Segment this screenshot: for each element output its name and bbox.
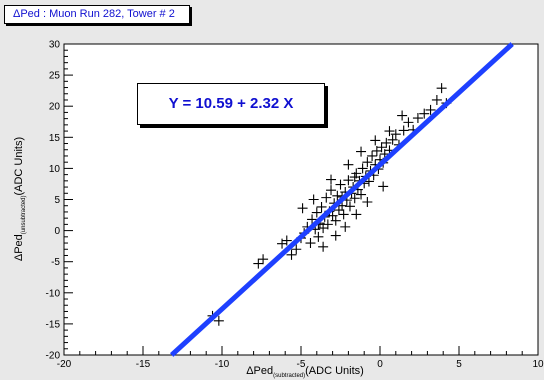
data-point xyxy=(378,181,389,192)
x-tick-label: -10 xyxy=(215,359,230,370)
data-point xyxy=(412,113,423,124)
data-point xyxy=(313,231,324,242)
y-tick-label: 15 xyxy=(49,133,61,144)
data-point xyxy=(332,190,343,201)
data-point xyxy=(397,110,408,121)
data-point xyxy=(281,235,292,246)
data-point xyxy=(356,189,367,200)
data-point xyxy=(335,179,346,190)
data-point xyxy=(398,125,409,136)
y-axis-label: ΔPed(unsubtracted)(ADC Units) xyxy=(13,137,27,261)
x-tick-label: 0 xyxy=(377,359,383,370)
y-tick-label: 20 xyxy=(49,102,61,113)
data-point xyxy=(297,203,308,214)
data-point xyxy=(431,94,442,105)
data-point xyxy=(370,135,381,146)
data-point xyxy=(356,146,367,157)
data-point xyxy=(357,163,368,174)
y-tick-label: -10 xyxy=(46,288,61,299)
data-point xyxy=(253,258,264,269)
x-axis-label-main: ΔPed xyxy=(246,365,273,377)
data-point xyxy=(362,196,373,207)
data-point xyxy=(321,192,332,203)
y-tick-label: 10 xyxy=(49,164,61,175)
axes: -20 -15 -10 -5 0 5 10 -20 -15 -10 -5 0 5 10 15 20 25 30 xyxy=(46,40,544,371)
data-point xyxy=(318,241,329,252)
data-point xyxy=(403,117,414,128)
x-axis-label: ΔPed(subtracted)(ADC Units) xyxy=(246,365,364,379)
x-axis-label-sub: (subtracted) xyxy=(273,373,305,379)
data-point xyxy=(419,108,430,119)
x-tick-label: -20 xyxy=(57,359,72,370)
data-point xyxy=(351,209,362,220)
y-tick-label: 5 xyxy=(54,195,60,206)
data-point xyxy=(326,174,337,185)
data-point xyxy=(338,209,349,220)
data-point xyxy=(344,201,355,212)
y-tick-label: -5 xyxy=(51,257,60,268)
data-point xyxy=(376,142,387,153)
x-tick-label: 5 xyxy=(456,359,462,370)
y-tick-label: 0 xyxy=(54,226,60,237)
data-point xyxy=(308,194,319,205)
chart-title: ΔPed : Muon Run 282, Tower # 2 xyxy=(4,5,190,24)
data-point xyxy=(258,254,269,265)
data-point xyxy=(425,104,436,115)
x-axis-label-units: (ADC Units) xyxy=(305,365,364,377)
data-point xyxy=(343,175,354,186)
data-point xyxy=(349,172,360,183)
data-point xyxy=(316,201,327,212)
data-point xyxy=(340,221,351,232)
y-tick-label: -15 xyxy=(46,319,61,330)
data-point xyxy=(330,230,341,241)
data-point xyxy=(390,129,401,140)
data-point xyxy=(362,157,373,168)
data-point xyxy=(213,315,224,326)
x-tick-label: -15 xyxy=(136,359,151,370)
data-point xyxy=(349,193,360,204)
x-tick-label: 10 xyxy=(532,359,544,370)
data-point xyxy=(367,150,378,161)
y-axis-label-main: ΔPed xyxy=(13,234,25,261)
data-point xyxy=(311,207,322,218)
x-tick-label: -5 xyxy=(297,359,306,370)
data-point xyxy=(381,137,392,148)
y-tick-label: 30 xyxy=(49,40,61,51)
data-point xyxy=(436,83,447,94)
data-point xyxy=(387,134,398,145)
data-point xyxy=(322,219,333,230)
data-point xyxy=(291,244,302,255)
fit-equation: Y = 10.59 + 2.32 X xyxy=(168,95,294,112)
data-point xyxy=(305,238,316,249)
y-axis-label-units: (ADC Units) xyxy=(13,137,25,196)
fit-equation-box: Y = 10.59 + 2.32 X xyxy=(137,83,325,125)
data-point xyxy=(330,215,341,226)
data-point xyxy=(343,159,354,170)
y-tick-label: 25 xyxy=(49,71,61,82)
y-tick-label: -20 xyxy=(46,351,61,362)
data-point xyxy=(286,249,297,260)
data-point xyxy=(326,185,337,196)
y-axis-label-sub: (unsubtracted) xyxy=(21,196,27,235)
fit-line xyxy=(169,42,514,357)
data-point xyxy=(307,214,318,225)
data-point xyxy=(384,126,395,137)
